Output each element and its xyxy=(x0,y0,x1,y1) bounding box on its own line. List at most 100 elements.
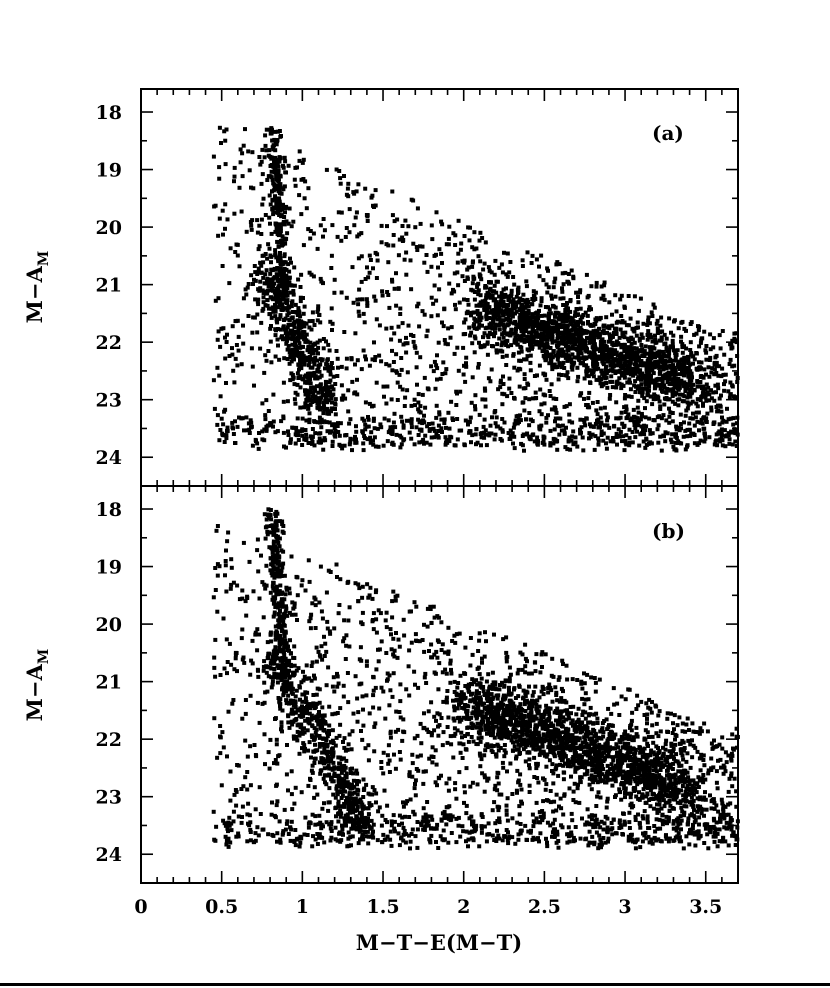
data-point xyxy=(635,419,640,424)
data-point xyxy=(239,362,244,367)
data-point xyxy=(306,441,311,445)
data-point xyxy=(295,738,300,743)
data-point xyxy=(486,376,491,381)
data-point xyxy=(272,165,277,170)
data-point xyxy=(267,215,272,220)
data-point xyxy=(308,377,313,382)
data-point xyxy=(321,411,326,416)
data-point xyxy=(539,296,544,301)
data-point xyxy=(648,364,653,368)
data-point xyxy=(293,183,298,188)
data-point xyxy=(357,297,362,302)
data-point xyxy=(307,740,312,745)
data-point xyxy=(643,415,648,420)
data-point xyxy=(541,326,546,331)
data-point xyxy=(491,344,496,349)
data-point xyxy=(274,202,279,207)
data-point xyxy=(275,337,280,342)
data-point xyxy=(296,332,301,337)
data-point xyxy=(280,334,284,339)
data-point xyxy=(270,207,275,211)
data-point xyxy=(386,260,391,265)
data-point xyxy=(521,306,526,311)
data-point xyxy=(465,275,470,280)
data-point xyxy=(563,308,568,312)
data-point xyxy=(295,729,300,734)
data-point xyxy=(301,360,306,365)
data-point xyxy=(436,265,440,270)
data-point xyxy=(640,414,644,419)
data-point xyxy=(324,407,329,412)
data-point xyxy=(453,302,457,307)
data-point xyxy=(290,337,295,342)
data-point xyxy=(326,368,331,373)
data-point xyxy=(530,312,535,317)
data-point xyxy=(504,305,509,309)
data-point xyxy=(392,286,397,291)
data-point xyxy=(338,181,343,186)
data-point xyxy=(493,432,498,437)
data-point xyxy=(311,231,316,236)
data-point xyxy=(552,427,557,432)
data-point xyxy=(525,319,530,324)
data-point xyxy=(652,392,657,397)
data-point xyxy=(308,371,313,376)
data-point xyxy=(606,355,611,360)
data-point xyxy=(267,193,272,198)
data-point xyxy=(428,442,433,447)
data-point xyxy=(694,351,699,355)
data-point xyxy=(652,360,657,365)
data-point xyxy=(533,390,538,395)
data-point xyxy=(603,367,608,372)
data-point xyxy=(680,342,685,347)
data-point xyxy=(305,398,310,403)
data-point xyxy=(711,345,716,350)
data-point xyxy=(690,390,695,395)
data-point xyxy=(271,532,276,537)
data-point xyxy=(636,423,641,428)
data-point xyxy=(296,433,300,438)
data-point xyxy=(527,397,532,402)
data-point xyxy=(546,311,551,316)
data-point xyxy=(689,351,694,356)
data-point xyxy=(396,324,401,329)
data-point xyxy=(612,330,616,335)
data-point xyxy=(278,251,282,255)
data-point xyxy=(598,331,603,336)
data-point xyxy=(532,315,537,320)
data-point xyxy=(436,340,441,345)
data-point xyxy=(311,351,316,356)
data-point xyxy=(676,387,681,392)
data-point xyxy=(564,314,569,318)
data-point xyxy=(267,246,272,251)
data-point xyxy=(657,350,662,355)
data-point xyxy=(463,317,468,322)
data-point xyxy=(256,297,261,302)
data-point xyxy=(572,324,577,328)
data-point xyxy=(702,426,707,431)
data-point xyxy=(288,290,293,295)
data-point xyxy=(369,195,374,200)
data-point xyxy=(728,342,733,347)
data-point xyxy=(599,420,604,425)
data-point xyxy=(321,757,326,762)
data-point xyxy=(685,400,690,405)
data-point xyxy=(527,411,532,415)
data-point xyxy=(516,337,521,342)
data-point xyxy=(589,335,593,340)
data-point xyxy=(594,408,599,413)
data-point xyxy=(490,415,494,420)
data-point xyxy=(416,301,421,306)
data-point xyxy=(309,755,313,760)
data-point xyxy=(413,345,418,350)
data-point xyxy=(501,322,506,327)
data-point xyxy=(400,224,405,228)
data-point xyxy=(576,345,581,349)
data-point xyxy=(594,364,599,369)
data-point xyxy=(510,431,515,436)
data-point xyxy=(571,429,576,434)
data-point xyxy=(684,408,689,413)
data-point xyxy=(533,290,538,295)
data-point xyxy=(321,234,325,239)
data-point xyxy=(301,311,306,316)
